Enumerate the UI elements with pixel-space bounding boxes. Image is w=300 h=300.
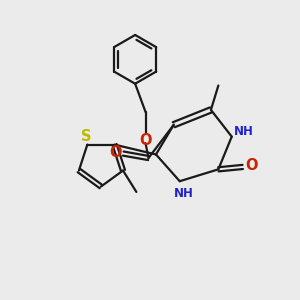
Text: NH: NH [174, 187, 194, 200]
Text: O: O [245, 158, 257, 173]
Text: O: O [139, 134, 152, 148]
Text: S: S [81, 129, 91, 144]
Text: O: O [110, 145, 122, 160]
Text: NH: NH [234, 125, 254, 138]
